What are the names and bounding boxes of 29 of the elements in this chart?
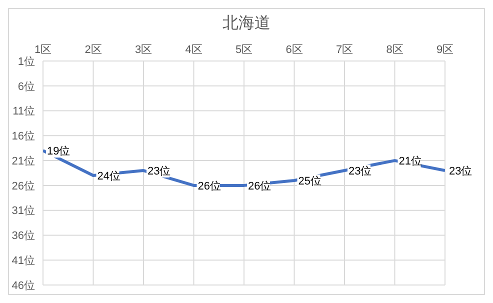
data-label: 23位 (449, 166, 472, 178)
y-tick-label: 16位 (12, 130, 35, 143)
data-label: 26位 (248, 180, 272, 192)
y-tick-label: 36位 (12, 230, 35, 242)
y-tick-label: 41位 (12, 255, 35, 268)
chart-title: 北海道 (222, 14, 272, 34)
y-tick-label: 46位 (12, 280, 35, 292)
data-label: 26位 (198, 180, 221, 192)
y-tick-label: 11位 (12, 106, 35, 118)
data-label: 23位 (348, 166, 372, 178)
data-label: 25位 (298, 175, 322, 188)
x-tick-label: 8区 (386, 44, 404, 56)
y-tick-label: 1位 (18, 56, 35, 68)
x-tick-label: 5区 (235, 44, 253, 56)
x-tick-label: 3区 (134, 44, 152, 56)
data-label: 21位 (398, 156, 422, 168)
data-label: 24位 (97, 170, 120, 182)
y-tick-label: 31位 (12, 205, 35, 218)
x-tick-label: 7区 (336, 44, 354, 56)
y-tick-label: 6位 (18, 80, 35, 93)
x-tick-label: 6区 (286, 44, 303, 56)
x-tick-label: 2区 (84, 44, 102, 56)
x-tick-label: 9区 (436, 44, 454, 56)
y-tick-label: 21位 (12, 155, 35, 168)
x-tick-label: 4区 (185, 44, 202, 56)
x-tick-label: 1区 (34, 44, 52, 56)
data-label: 23位 (148, 166, 171, 178)
y-tick-label: 26位 (12, 180, 35, 192)
data-label: 19位 (47, 146, 70, 158)
